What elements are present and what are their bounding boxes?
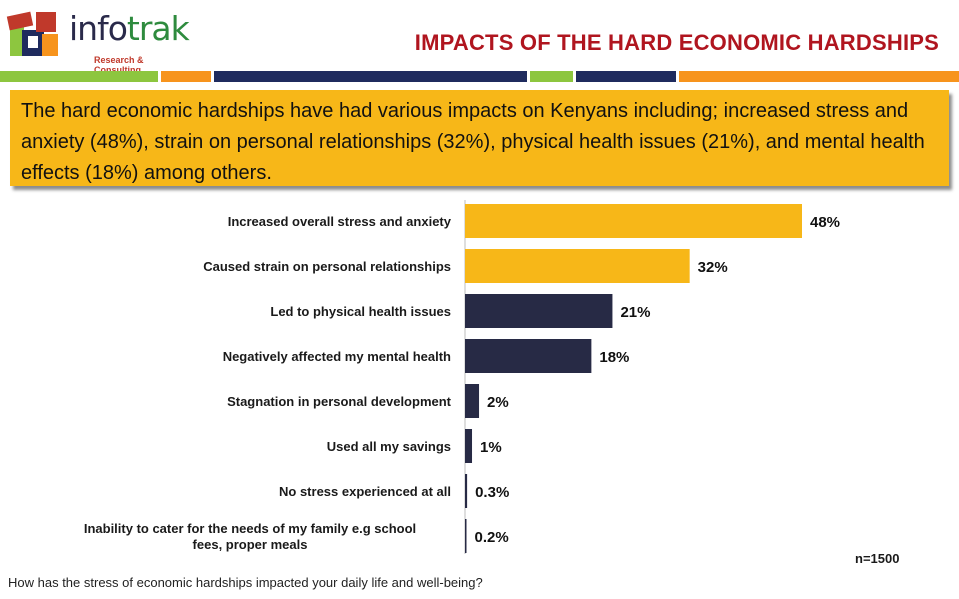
value-label: 32% — [698, 259, 728, 276]
bar — [465, 204, 802, 238]
value-label: 21% — [620, 304, 650, 321]
stripe-segment — [0, 71, 158, 82]
value-label: 48% — [810, 214, 840, 231]
value-label: 2% — [487, 394, 509, 411]
survey-question: How has the stress of economic hardships… — [8, 575, 483, 590]
bar-chart: 48% Increased overall stress and anxiety 3… — [0, 196, 959, 561]
category-label: Negatively affected my mental health — [223, 349, 451, 364]
bar — [465, 339, 592, 373]
sample-size: n=1500 — [855, 551, 900, 566]
category-label: Led to physical health issues — [270, 304, 451, 319]
stripe-segment — [530, 71, 573, 82]
value-label: 1% — [480, 439, 502, 456]
category-label: Stagnation in personal development — [227, 394, 452, 409]
value-label: 18% — [599, 349, 629, 366]
stripe-segment — [161, 71, 211, 82]
category-label: Increased overall stress and anxiety — [228, 214, 452, 229]
bar — [465, 519, 467, 553]
value-label: 0.3% — [475, 484, 509, 501]
logo-wordmark: infotrak — [69, 9, 190, 48]
slide-title: IMPACTS OF THE HARD ECONOMIC HARDSHIPS — [414, 30, 939, 55]
bar — [465, 429, 473, 463]
logo-tagline: Research & Consulting — [94, 55, 144, 75]
stripe-segment — [576, 71, 676, 82]
bar — [465, 384, 480, 418]
category-label: No stress experienced at all — [279, 484, 451, 499]
category-label: Used all my savings — [327, 439, 451, 454]
category-label: Caused strain on personal relationships — [203, 259, 451, 274]
stripe-segment — [214, 71, 527, 82]
value-label: 0.2% — [475, 529, 509, 546]
logo-mark-icon — [6, 11, 58, 56]
stripe-segment — [679, 71, 959, 82]
summary-box: The hard economic hardships have had var… — [10, 90, 949, 186]
bar — [465, 474, 468, 508]
color-stripe — [0, 71, 959, 82]
infotrak-logo: infotrak Research & Consulting — [6, 6, 191, 75]
bar — [465, 294, 613, 328]
bar — [465, 249, 690, 283]
bar-chart-svg: 48% Increased overall stress and anxiety 3… — [84, 200, 840, 554]
category-label: Inability to cater for the needs of my f… — [84, 521, 416, 552]
